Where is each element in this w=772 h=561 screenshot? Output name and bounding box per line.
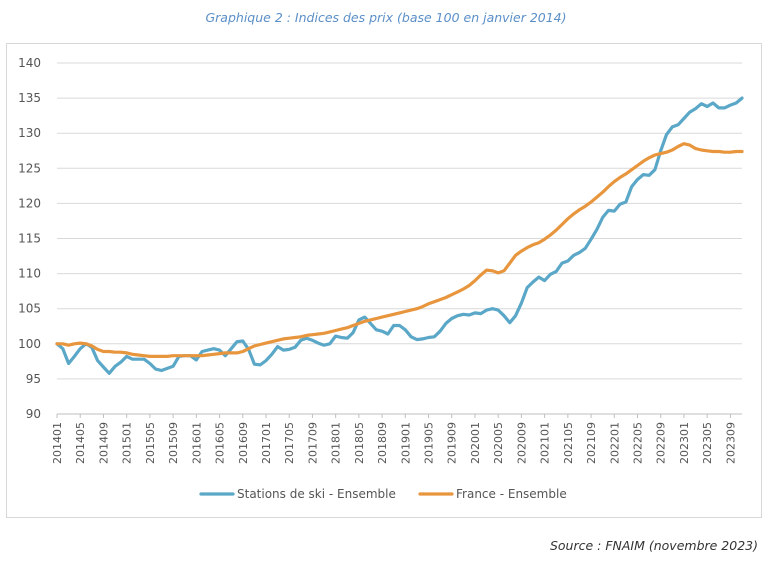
x-tick-label: 202001	[469, 422, 482, 464]
x-tick-label: 202301	[678, 422, 691, 464]
y-tick-label: 135	[18, 91, 41, 105]
x-tick-label: 202109	[585, 422, 598, 464]
x-tick-label: 202201	[608, 422, 621, 464]
gridlines	[57, 62, 742, 415]
x-tick-label: 202205	[632, 422, 645, 464]
series-lines	[55, 96, 744, 375]
x-tick-label: 201505	[144, 422, 157, 464]
source-note: Source : FNAIM (novembre 2023)	[549, 538, 758, 553]
y-tick-label: 130	[18, 126, 41, 140]
series-line-1	[55, 96, 744, 375]
x-axis: 201401 201405 201409 201501 201505 201509 2016…	[51, 414, 737, 464]
x-tick-label: 201809	[376, 422, 389, 464]
y-tick-label: 125	[18, 161, 41, 175]
series-line-2	[55, 142, 744, 358]
y-tick-label: 100	[18, 337, 41, 351]
x-tick-label: 202309	[724, 422, 737, 464]
legend: Stations de ski - Ensemble France - Ensem…	[199, 487, 567, 501]
x-tick-label: 201605	[214, 422, 227, 464]
x-tick-label: 201905	[423, 422, 436, 464]
x-tick-label: 201801	[330, 422, 343, 464]
x-tick-label: 201701	[260, 422, 273, 464]
legend-label: Stations de ski - Ensemble	[237, 487, 396, 501]
chart-frame	[6, 43, 762, 518]
x-tick-label: 201501	[121, 422, 134, 464]
x-tick-label: 202305	[701, 422, 714, 464]
x-tick-label: 201401	[51, 422, 64, 464]
y-tick-label: 95	[26, 372, 41, 386]
x-tick-label: 201705	[283, 422, 296, 464]
legend-item-1: Stations de ski - Ensemble	[199, 487, 396, 501]
x-tick-label: 201409	[97, 422, 110, 464]
x-tick-label: 201609	[237, 422, 250, 464]
x-tick-label: 202105	[562, 422, 575, 464]
x-tick-label: 201601	[190, 422, 203, 464]
y-tick-label: 90	[26, 407, 41, 421]
x-tick-label: 201509	[167, 422, 180, 464]
x-tick-label: 202009	[515, 422, 528, 464]
y-tick-label: 140	[18, 56, 41, 70]
y-tick-label: 120	[18, 196, 41, 210]
legend-item-2: France - Ensemble	[418, 487, 567, 501]
x-tick-label: 201405	[74, 422, 87, 464]
x-tick-label: 201805	[353, 422, 366, 464]
x-tick-label: 201909	[446, 422, 459, 464]
x-tick-label: 202005	[492, 422, 505, 464]
x-tick-label: 202101	[539, 422, 552, 464]
legend-label: France - Ensemble	[456, 487, 567, 501]
y-axis-ticks: 90 95 100 105 110 115 120 125 130 135 140	[18, 56, 41, 421]
y-tick-label: 105	[18, 302, 41, 316]
y-tick-label: 110	[18, 267, 41, 281]
x-tick-label: 201709	[306, 422, 319, 464]
x-tick-label: 201901	[399, 422, 412, 464]
y-tick-label: 115	[18, 232, 41, 246]
x-tick-label: 202209	[655, 422, 668, 464]
chart-title: Graphique 2 : Indices des prix (base 100…	[205, 10, 567, 25]
